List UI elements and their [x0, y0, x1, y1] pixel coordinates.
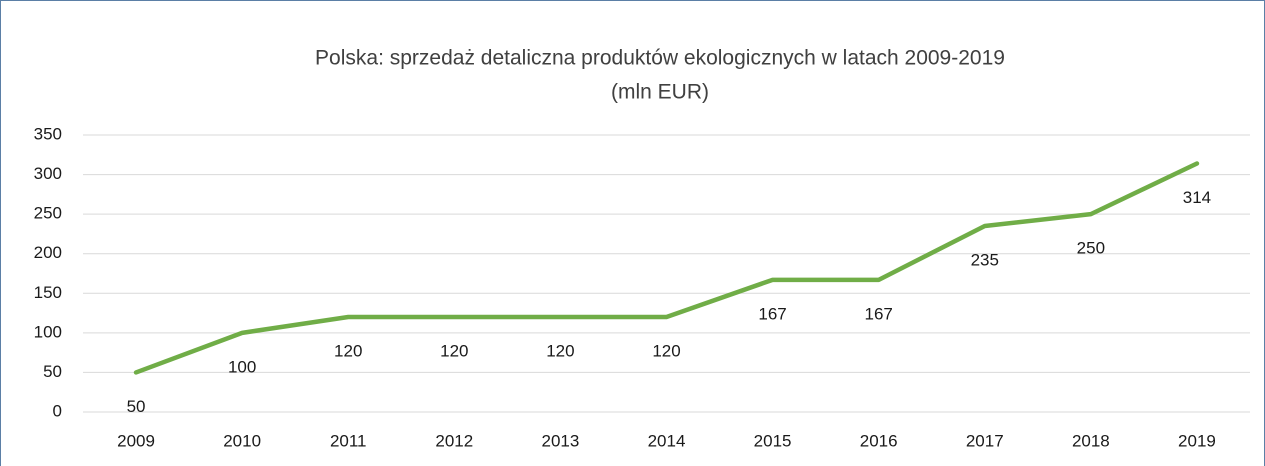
x-tick-label: 2009 [117, 431, 155, 450]
y-tick-label: 300 [34, 164, 62, 183]
y-tick-label: 100 [34, 322, 62, 341]
y-tick-label: 350 [34, 124, 62, 143]
x-tick-label: 2018 [1072, 431, 1110, 450]
y-tick-label: 50 [43, 362, 62, 381]
data-line [133, 161, 1200, 375]
chart-subtitle: (mln EUR) [611, 81, 709, 104]
data-label: 50 [127, 397, 146, 416]
data-label: 167 [758, 304, 786, 323]
x-tick-label: 2013 [541, 431, 579, 450]
data-label: 120 [652, 342, 680, 361]
data-label: 120 [334, 342, 362, 361]
y-tick-label: 0 [53, 401, 62, 420]
data-label: 167 [864, 304, 892, 323]
data-label: 120 [440, 342, 468, 361]
y-tick-label: 200 [34, 243, 62, 262]
data-label: 235 [971, 250, 999, 269]
x-tick-label: 2011 [330, 431, 367, 450]
data-label: 120 [546, 342, 574, 361]
x-tick-label: 2010 [223, 431, 261, 450]
data-label: 250 [1077, 239, 1105, 258]
x-tick-label: 2015 [754, 431, 792, 450]
x-tick-label: 2017 [966, 431, 1004, 450]
y-tick-label: 150 [34, 283, 62, 302]
x-tick-label: 2019 [1178, 431, 1216, 450]
x-tick-label: 2016 [860, 431, 898, 450]
data-label: 314 [1183, 188, 1211, 207]
x-tick-label: 2012 [435, 431, 473, 450]
x-tick-label: 2014 [648, 431, 686, 450]
data-label: 100 [228, 357, 256, 376]
chart-title: Polska: sprzedaż detaliczna produktów ek… [315, 47, 1005, 70]
y-tick-label: 250 [34, 204, 62, 223]
